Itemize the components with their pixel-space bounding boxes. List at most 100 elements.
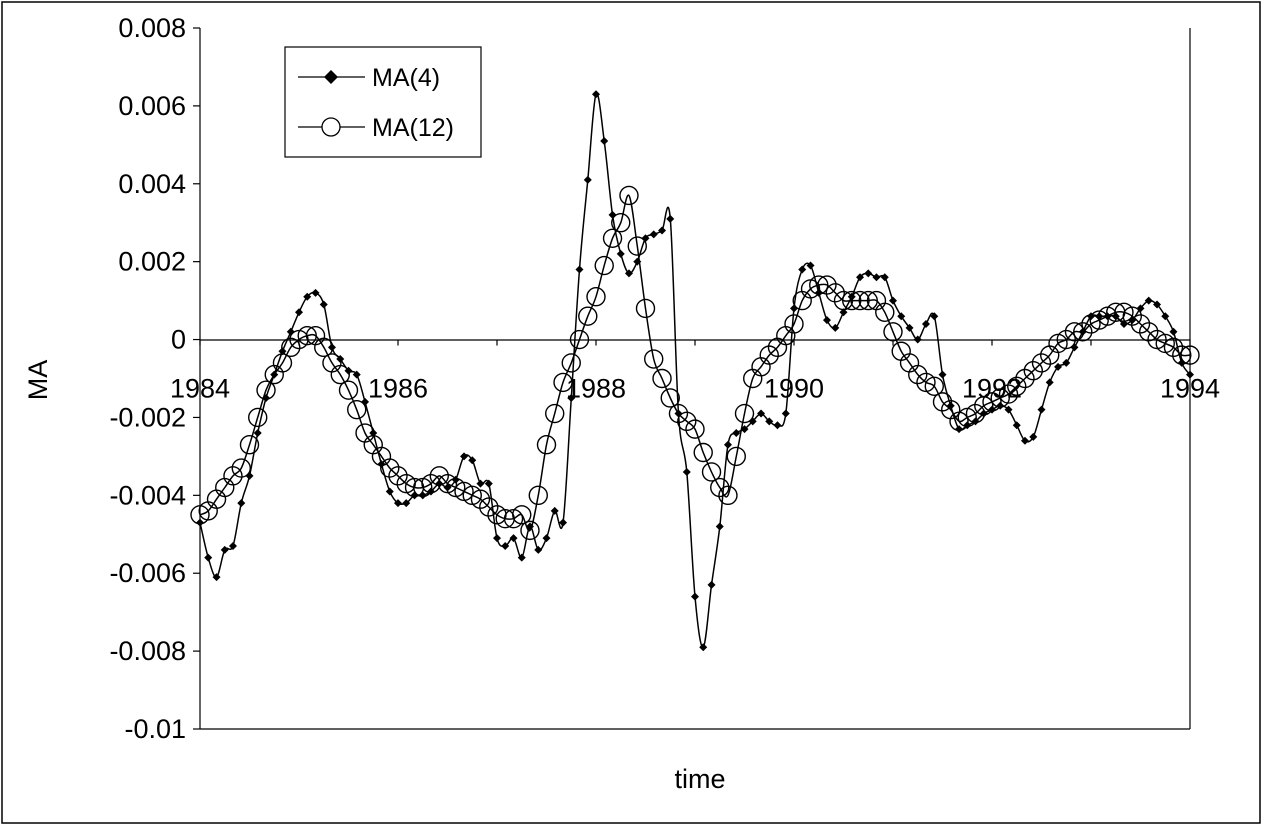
data-point-diamond	[311, 288, 320, 297]
data-point-circle	[825, 283, 845, 303]
y-tick-label: 0.006	[118, 91, 186, 121]
data-point-diamond	[1177, 358, 1186, 367]
x-tick-label: 1986	[368, 374, 428, 404]
data-point-diamond	[765, 417, 774, 426]
data-point-diamond	[691, 592, 699, 601]
data-point-circle	[677, 411, 697, 432]
data-point-diamond	[410, 491, 419, 500]
data-point-circle	[726, 446, 746, 467]
data-point-diamond	[559, 518, 568, 527]
data-point-circle	[635, 298, 656, 319]
data-point-diamond	[1054, 362, 1063, 371]
data-point-diamond	[583, 175, 592, 184]
data-point-diamond	[616, 249, 625, 258]
data-point-diamond	[468, 456, 477, 465]
data-point-diamond	[781, 409, 790, 418]
data-point-diamond	[732, 429, 741, 438]
data-point-diamond	[633, 257, 642, 266]
data-point-diamond	[501, 541, 510, 550]
data-point-circle	[685, 419, 705, 439]
data-point-diamond	[806, 261, 815, 270]
data-point-circle	[1056, 329, 1076, 350]
data-point-circle	[875, 302, 895, 322]
series-ma4	[196, 90, 1194, 652]
data-point-diamond	[1103, 312, 1112, 321]
data-point-circle	[239, 435, 260, 455]
data-point-circle	[924, 376, 944, 396]
data-point-circle	[710, 477, 730, 498]
data-point-circle	[916, 372, 936, 393]
series-line	[199, 92, 1191, 648]
data-point-circle	[231, 458, 251, 478]
data-point-circle	[528, 485, 548, 506]
data-point-diamond	[493, 534, 501, 543]
data-point-diamond	[204, 553, 213, 562]
series-line	[199, 194, 1191, 532]
data-point-circle	[842, 290, 862, 311]
data-point-diamond	[344, 366, 353, 375]
data-point-circle	[479, 497, 499, 517]
x-tick-label: 1990	[764, 374, 824, 404]
data-point-circle	[734, 403, 755, 424]
data-point-circle	[850, 290, 870, 311]
legend: MA(4) MA(12)	[284, 46, 482, 158]
y-tick-label: 0.008	[118, 13, 186, 43]
data-point-diamond	[600, 136, 609, 145]
data-point-diamond	[773, 421, 782, 430]
data-point-diamond	[1169, 327, 1178, 336]
data-point-circle	[1130, 314, 1151, 334]
data-point-diamond	[790, 304, 798, 313]
data-point-diamond	[1161, 312, 1170, 321]
data-point-diamond	[988, 405, 996, 414]
data-point-diamond	[938, 370, 947, 379]
data-point-circle	[784, 314, 804, 334]
data-point-diamond	[212, 573, 221, 582]
data-point-diamond	[624, 269, 633, 278]
data-point-diamond	[641, 234, 650, 243]
data-point-diamond	[369, 429, 378, 438]
data-point-diamond	[451, 475, 460, 484]
data-point-diamond	[402, 499, 411, 508]
data-point-diamond	[253, 429, 262, 438]
data-point-diamond	[889, 296, 897, 305]
data-point-diamond	[592, 90, 600, 99]
data-point-diamond	[1012, 421, 1021, 430]
data-point-circle	[1023, 361, 1043, 381]
data-point-circle	[578, 306, 598, 326]
data-point-circle	[701, 462, 722, 482]
data-point-diamond	[1020, 436, 1029, 445]
data-point-diamond	[971, 417, 980, 426]
data-point-diamond	[649, 230, 658, 239]
data-point-diamond	[1078, 327, 1087, 336]
data-point-diamond	[740, 425, 749, 434]
data-point-diamond	[361, 397, 370, 406]
data-point-diamond	[921, 319, 930, 328]
data-point-diamond	[946, 401, 955, 410]
data-point-diamond	[418, 491, 427, 500]
legend-marker-diamond-icon	[324, 70, 338, 84]
data-point-diamond	[1037, 405, 1046, 414]
data-point-circle	[1073, 322, 1093, 342]
data-point-diamond	[295, 308, 303, 317]
y-tick-label: -0.008	[109, 636, 186, 666]
data-point-circle	[380, 458, 400, 478]
data-point-circle	[1122, 306, 1142, 326]
data-point-diamond	[435, 479, 444, 488]
data-point-diamond	[872, 273, 881, 282]
data-point-diamond	[1095, 312, 1104, 321]
data-point-diamond	[575, 265, 584, 274]
data-point-diamond	[707, 580, 716, 589]
x-tick-label: 1984	[170, 374, 230, 404]
data-point-diamond	[856, 273, 865, 282]
data-point-diamond	[286, 327, 295, 336]
data-point-diamond	[394, 499, 402, 508]
data-point-circle	[553, 372, 573, 393]
data-point-circle	[718, 485, 738, 506]
data-point-diamond	[426, 487, 435, 496]
data-point-diamond	[270, 370, 279, 379]
data-point-diamond	[534, 545, 543, 554]
data-point-circle	[652, 368, 672, 389]
data-point-diamond	[377, 460, 386, 469]
data-point-circle	[297, 325, 317, 346]
